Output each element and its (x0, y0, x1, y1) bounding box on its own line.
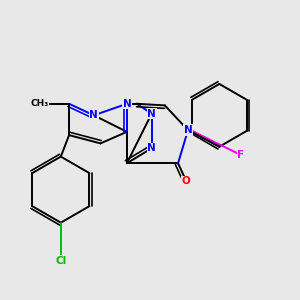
Text: N: N (184, 125, 192, 135)
Text: N: N (122, 99, 131, 109)
Text: N: N (89, 110, 98, 120)
Text: O: O (182, 176, 191, 186)
Text: CH₃: CH₃ (30, 99, 49, 108)
Text: Cl: Cl (55, 256, 67, 266)
Text: N: N (147, 143, 156, 153)
Text: N: N (147, 109, 156, 119)
Text: F: F (237, 150, 244, 160)
